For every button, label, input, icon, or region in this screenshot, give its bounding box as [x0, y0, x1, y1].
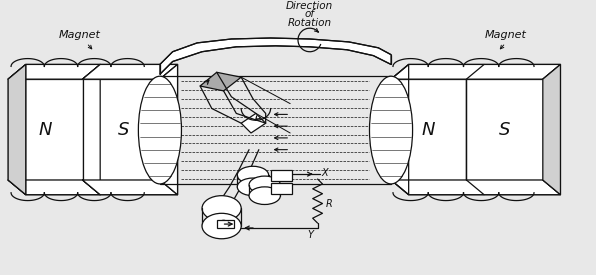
Bar — [217, 220, 234, 228]
Text: Magnet: Magnet — [485, 30, 526, 40]
Polygon shape — [391, 180, 560, 195]
Bar — [467, 79, 543, 180]
Polygon shape — [8, 64, 100, 79]
Text: N: N — [39, 120, 52, 139]
Polygon shape — [8, 64, 26, 195]
Bar — [8, 79, 83, 180]
Text: S: S — [499, 120, 510, 139]
Polygon shape — [83, 180, 178, 195]
Ellipse shape — [249, 187, 280, 205]
Polygon shape — [8, 180, 100, 195]
Text: Rotation: Rotation — [288, 18, 332, 28]
Bar — [391, 79, 467, 180]
Text: S: S — [117, 120, 129, 139]
Polygon shape — [200, 72, 241, 91]
Text: of: of — [305, 9, 315, 20]
Text: N: N — [422, 120, 436, 139]
Polygon shape — [241, 113, 266, 133]
Polygon shape — [160, 64, 178, 195]
Ellipse shape — [249, 176, 280, 194]
Polygon shape — [543, 64, 560, 195]
Text: R: R — [325, 199, 332, 208]
Ellipse shape — [202, 196, 241, 221]
Ellipse shape — [219, 220, 228, 228]
Bar — [83, 79, 160, 180]
Ellipse shape — [237, 166, 269, 184]
Ellipse shape — [237, 178, 269, 196]
Text: Y: Y — [308, 230, 313, 240]
Polygon shape — [83, 64, 178, 79]
Polygon shape — [160, 38, 391, 74]
Bar — [271, 183, 292, 194]
Text: Magnet: Magnet — [58, 30, 101, 40]
Ellipse shape — [138, 76, 181, 184]
Ellipse shape — [202, 213, 241, 239]
Text: Direction: Direction — [286, 1, 333, 11]
Bar — [271, 170, 292, 181]
Text: X: X — [321, 168, 328, 178]
Polygon shape — [391, 64, 560, 79]
Ellipse shape — [370, 76, 412, 184]
